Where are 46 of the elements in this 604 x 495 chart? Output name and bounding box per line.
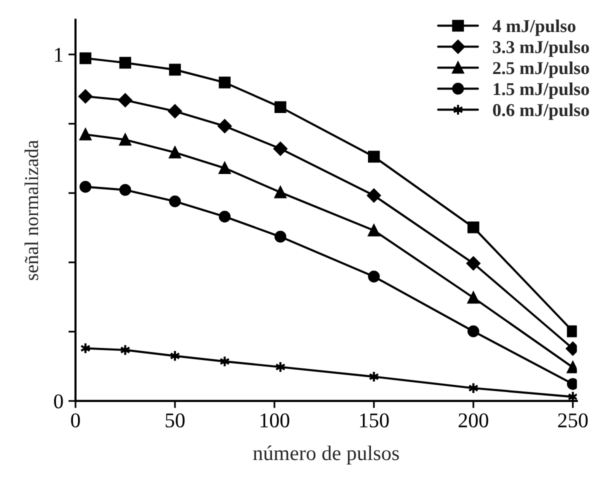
point xyxy=(80,180,92,193)
point xyxy=(218,76,231,88)
x-tick-label: 0 xyxy=(71,413,80,428)
point xyxy=(119,134,132,146)
point xyxy=(80,52,92,64)
legend-label: 2.5 mJ/pulso xyxy=(493,62,589,78)
point xyxy=(119,56,132,69)
point xyxy=(218,210,231,223)
point xyxy=(218,119,232,134)
x-tick-label: 250 xyxy=(558,413,588,428)
point xyxy=(368,150,380,163)
point xyxy=(218,162,231,174)
point xyxy=(366,188,381,202)
point xyxy=(273,142,288,156)
y-tick-label: 1 xyxy=(55,48,62,62)
point xyxy=(566,361,577,374)
point xyxy=(368,270,380,282)
legend-label: 1.5 mJ/pulso xyxy=(494,82,589,99)
point xyxy=(169,64,181,76)
legend-label: 4 mJ/pulso xyxy=(492,20,576,36)
point xyxy=(368,224,380,236)
point xyxy=(568,390,577,401)
x-tick-label: 200 xyxy=(458,413,488,428)
point xyxy=(274,186,286,198)
point xyxy=(566,325,577,338)
x-tick-label: 50 xyxy=(166,413,185,428)
point xyxy=(80,128,92,140)
point xyxy=(466,256,480,270)
point xyxy=(467,292,480,304)
point xyxy=(467,325,480,338)
point xyxy=(119,184,132,196)
point xyxy=(118,93,132,108)
point xyxy=(467,221,480,234)
x-axis-title: número de pulsos xyxy=(253,446,399,464)
y-axis-title: señal normalizada xyxy=(24,140,38,280)
point xyxy=(169,146,181,158)
point xyxy=(274,230,286,243)
point xyxy=(566,378,577,390)
legend-label: 3.3 mJ/pulso xyxy=(493,40,589,57)
x-tick-label: 100 xyxy=(260,413,290,428)
point xyxy=(168,104,182,118)
x-tick-label: 150 xyxy=(360,413,389,428)
point xyxy=(78,89,92,104)
legend-label: 0.6 mJ/pulso xyxy=(493,104,589,120)
point xyxy=(169,195,181,208)
point xyxy=(274,101,286,114)
